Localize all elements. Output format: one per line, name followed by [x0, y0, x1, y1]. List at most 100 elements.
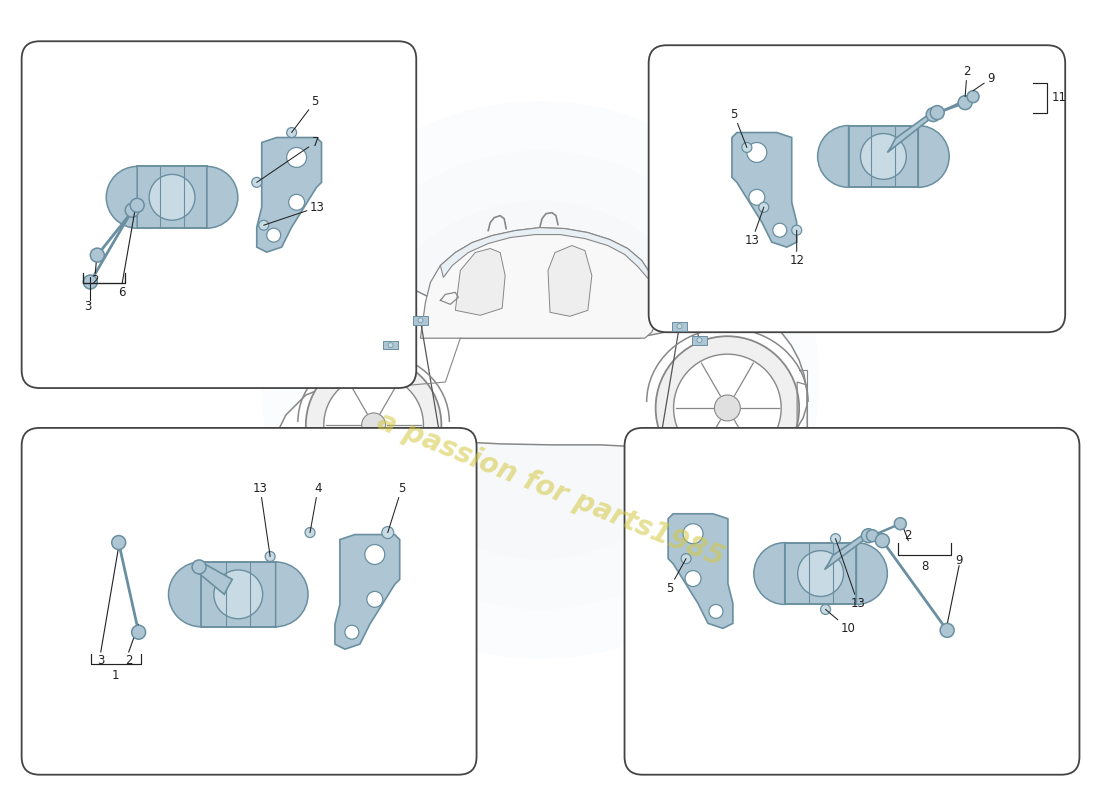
Text: 2: 2	[964, 65, 971, 97]
Text: 12: 12	[789, 230, 804, 267]
Circle shape	[867, 530, 879, 542]
Polygon shape	[256, 288, 807, 522]
Circle shape	[876, 534, 889, 548]
Polygon shape	[672, 322, 686, 330]
Circle shape	[150, 174, 195, 220]
Text: 3: 3	[97, 654, 104, 666]
Circle shape	[940, 623, 954, 638]
Polygon shape	[256, 138, 321, 252]
Circle shape	[261, 101, 820, 659]
Polygon shape	[888, 110, 935, 153]
Circle shape	[681, 554, 691, 563]
Circle shape	[265, 551, 275, 562]
Text: 2: 2	[904, 529, 912, 542]
Circle shape	[366, 591, 383, 607]
Polygon shape	[784, 542, 857, 605]
Circle shape	[90, 248, 104, 262]
Wedge shape	[276, 562, 308, 626]
Wedge shape	[918, 126, 949, 187]
Circle shape	[362, 413, 386, 437]
Text: 3: 3	[85, 301, 92, 314]
Circle shape	[710, 605, 723, 618]
Polygon shape	[732, 133, 796, 247]
Circle shape	[418, 318, 424, 322]
Text: 6: 6	[119, 286, 126, 299]
Circle shape	[773, 223, 786, 237]
Circle shape	[958, 96, 972, 110]
Text: 8: 8	[921, 560, 928, 573]
Circle shape	[747, 142, 767, 162]
Circle shape	[830, 534, 840, 544]
Circle shape	[288, 194, 305, 210]
Text: 13: 13	[745, 207, 763, 247]
FancyBboxPatch shape	[625, 428, 1079, 774]
Circle shape	[287, 127, 297, 138]
Polygon shape	[440, 228, 651, 281]
Circle shape	[860, 134, 906, 179]
Polygon shape	[825, 530, 870, 570]
Circle shape	[741, 142, 752, 153]
Text: 5: 5	[666, 558, 686, 595]
Circle shape	[112, 535, 125, 550]
Circle shape	[287, 147, 307, 167]
FancyBboxPatch shape	[649, 46, 1065, 332]
Text: 5: 5	[387, 482, 406, 533]
Text: 1: 1	[112, 669, 120, 682]
Text: 9: 9	[974, 72, 994, 90]
Wedge shape	[754, 542, 784, 605]
Text: 5: 5	[730, 107, 747, 147]
Text: 13: 13	[264, 201, 324, 226]
Circle shape	[673, 354, 781, 462]
Circle shape	[84, 275, 97, 289]
Text: a passion for parts1985: a passion for parts1985	[373, 407, 727, 572]
Circle shape	[213, 570, 263, 618]
Polygon shape	[668, 514, 733, 628]
Circle shape	[323, 375, 424, 474]
Wedge shape	[107, 166, 138, 228]
Text: 13: 13	[253, 482, 271, 557]
Circle shape	[683, 524, 703, 544]
Text: 11: 11	[1052, 91, 1066, 104]
Circle shape	[266, 228, 280, 242]
Circle shape	[931, 106, 944, 119]
Circle shape	[759, 202, 769, 212]
Circle shape	[252, 178, 262, 187]
Circle shape	[306, 357, 441, 493]
Circle shape	[967, 90, 979, 102]
Polygon shape	[420, 228, 660, 338]
Circle shape	[894, 518, 906, 530]
Polygon shape	[384, 341, 398, 350]
Circle shape	[365, 545, 385, 565]
Text: 10: 10	[826, 610, 856, 635]
Wedge shape	[207, 166, 238, 228]
Circle shape	[821, 605, 830, 614]
Polygon shape	[548, 246, 592, 316]
Text: 4: 4	[310, 482, 321, 533]
Polygon shape	[197, 562, 232, 594]
Circle shape	[345, 626, 359, 639]
Circle shape	[382, 526, 394, 538]
Circle shape	[132, 626, 145, 639]
Text: 2: 2	[125, 654, 132, 666]
Circle shape	[305, 527, 315, 538]
Circle shape	[388, 342, 393, 348]
Circle shape	[685, 570, 701, 586]
Circle shape	[926, 108, 940, 122]
FancyBboxPatch shape	[22, 428, 476, 774]
Text: 13: 13	[836, 538, 866, 610]
Wedge shape	[817, 126, 848, 187]
Circle shape	[192, 560, 206, 574]
Text: 5: 5	[292, 94, 319, 133]
Text: 9: 9	[956, 554, 962, 567]
Polygon shape	[848, 126, 918, 187]
Circle shape	[861, 529, 876, 542]
Circle shape	[125, 203, 140, 218]
FancyBboxPatch shape	[22, 42, 416, 388]
Polygon shape	[455, 249, 505, 315]
Wedge shape	[857, 542, 888, 605]
Circle shape	[656, 336, 799, 480]
Text: 7: 7	[256, 136, 319, 182]
Polygon shape	[138, 166, 207, 228]
Circle shape	[697, 338, 702, 342]
Circle shape	[676, 324, 682, 329]
